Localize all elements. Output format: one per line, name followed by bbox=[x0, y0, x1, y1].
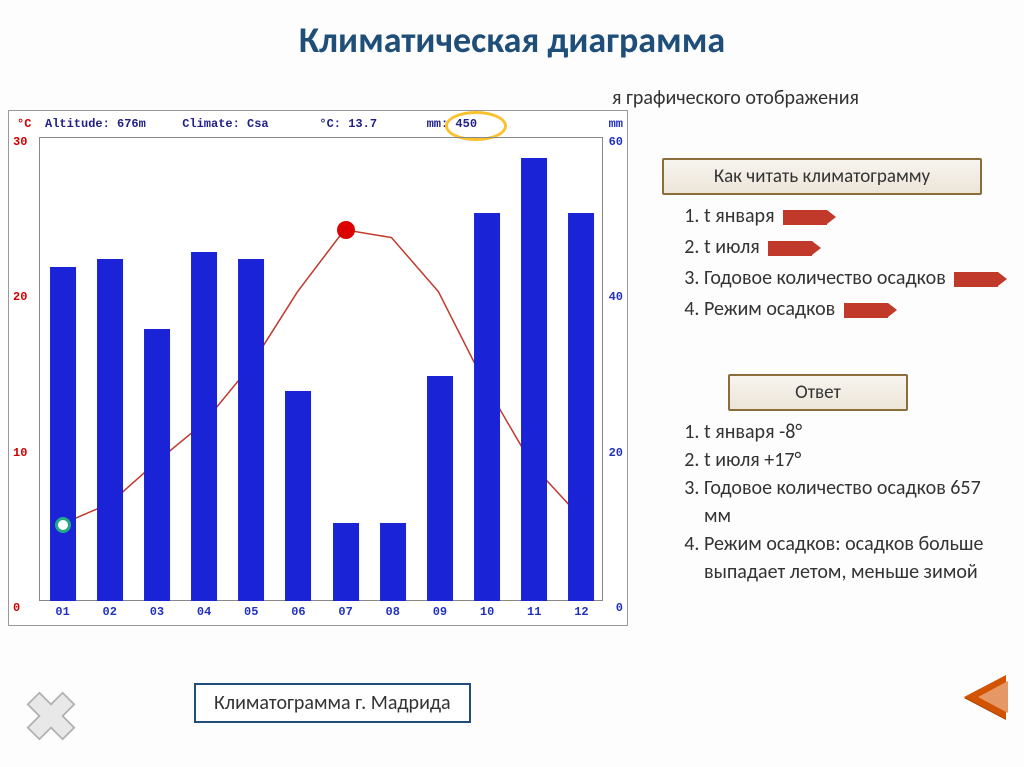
answer-item: t июля +17° bbox=[704, 446, 1010, 474]
arrow-tag-icon bbox=[844, 303, 888, 318]
answer-item: Режим осадков: осадков больше выпадает л… bbox=[704, 530, 1010, 586]
x-tick: 05 bbox=[244, 605, 258, 619]
x-tick: 01 bbox=[55, 605, 69, 619]
left-axis-unit: °C bbox=[17, 117, 31, 131]
nav-back-icon-inner bbox=[978, 681, 1008, 713]
page-title: Климатическая диаграмма bbox=[0, 0, 1024, 68]
y-tick-left: 30 bbox=[13, 135, 27, 149]
arrow-tag-icon bbox=[954, 272, 998, 287]
plot-area: 01020300204060010203040506070809101112 bbox=[39, 137, 603, 601]
legend-item: Годовое количество осадков bbox=[704, 264, 998, 293]
precip-bar bbox=[568, 213, 594, 601]
x-tick: 08 bbox=[386, 605, 400, 619]
x-tick: 06 bbox=[291, 605, 305, 619]
how-to-read-button[interactable]: Как читать климатограмму bbox=[662, 158, 982, 195]
precip-bar bbox=[427, 376, 453, 601]
chart-header: Altitude: 676m Climate: Csa °C: 13.7 mm:… bbox=[45, 117, 507, 131]
precip-bar bbox=[521, 158, 547, 601]
precip-bar bbox=[380, 523, 406, 601]
chart-caption: Климатограмма г. Мадрида bbox=[194, 683, 471, 723]
legend-list: t января t июля Годовое количество осадк… bbox=[670, 202, 998, 326]
marker-january-icon bbox=[55, 517, 71, 533]
climate-label: Climate: Csa bbox=[182, 117, 312, 131]
x-tick: 04 bbox=[197, 605, 211, 619]
temperature-line bbox=[39, 137, 603, 601]
subtitle-fragment: я графического отображения bbox=[612, 86, 859, 110]
y-tick-right: 0 bbox=[616, 601, 623, 615]
precip-bar bbox=[191, 252, 217, 602]
y-tick-left: 0 bbox=[13, 601, 20, 615]
precip-bar bbox=[50, 267, 76, 601]
y-tick-right: 40 bbox=[609, 290, 623, 304]
climate-chart: °C mm Altitude: 676m Climate: Csa °C: 13… bbox=[8, 110, 628, 626]
y-tick-left: 20 bbox=[13, 290, 27, 304]
marker-july-icon bbox=[337, 221, 355, 239]
x-tick: 12 bbox=[574, 605, 588, 619]
right-axis-unit: mm bbox=[609, 117, 623, 131]
answer-item: t января -8° bbox=[704, 418, 1010, 446]
precip-bar bbox=[333, 523, 359, 601]
answer-list: t января -8° t июля +17° Годовое количес… bbox=[670, 418, 1010, 586]
x-tick: 09 bbox=[433, 605, 447, 619]
answer-item: Годовое количество осадков 657 мм bbox=[704, 474, 1010, 530]
x-tick: 03 bbox=[150, 605, 164, 619]
close-icon[interactable] bbox=[22, 687, 80, 745]
precip-bar bbox=[285, 391, 311, 601]
x-tick: 11 bbox=[527, 605, 541, 619]
x-tick: 07 bbox=[338, 605, 352, 619]
y-tick-right: 60 bbox=[609, 135, 623, 149]
altitude-label: Altitude: 676m bbox=[45, 117, 175, 131]
precip-bar bbox=[144, 329, 170, 601]
legend-item: t июля bbox=[704, 233, 998, 262]
precip-bar bbox=[238, 259, 264, 601]
answer-button[interactable]: Ответ bbox=[728, 374, 908, 411]
arrow-tag-icon bbox=[783, 210, 827, 225]
y-tick-right: 20 bbox=[609, 446, 623, 460]
x-tick: 02 bbox=[103, 605, 117, 619]
y-tick-left: 10 bbox=[13, 446, 27, 460]
legend-item: Режим осадков bbox=[704, 295, 998, 324]
precip-bar bbox=[474, 213, 500, 601]
precip-bar bbox=[97, 259, 123, 601]
x-tick: 10 bbox=[480, 605, 494, 619]
temp-avg-label: °C: 13.7 bbox=[319, 117, 419, 131]
legend-item: t января bbox=[704, 202, 998, 231]
arrow-tag-icon bbox=[768, 241, 812, 256]
